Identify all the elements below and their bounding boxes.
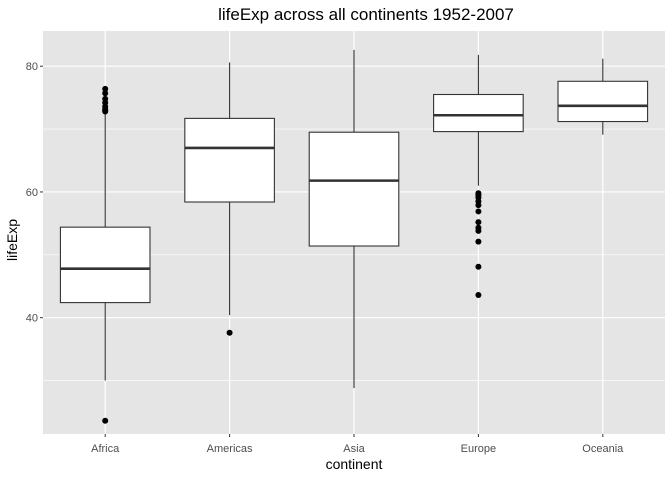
x-axis-ticks: Africa Americas Asia Europe Oceania: [91, 434, 624, 455]
y-tick-label: 60: [26, 187, 38, 199]
iqr-box: [433, 93, 524, 133]
outlier-point: [102, 95, 109, 102]
x-axis-title: continent: [326, 456, 383, 472]
y-tick-label: 40: [26, 313, 38, 325]
outlier-point: [102, 417, 109, 424]
iqr-box: [59, 226, 151, 304]
x-tick-label: Europe: [461, 443, 496, 455]
outlier-point: [102, 90, 109, 97]
outlier-point: [475, 292, 482, 299]
outlier-point: [475, 208, 482, 215]
box-series: [59, 49, 649, 424]
outlier-point: [226, 329, 233, 336]
box-europe: [433, 54, 524, 299]
outlier-point: [475, 190, 482, 197]
outlier-point: [102, 85, 109, 92]
x-tick-label: Oceania: [582, 443, 624, 455]
outlier-point: [475, 224, 482, 231]
box-oceania: [557, 58, 649, 135]
x-tick-label: Africa: [91, 443, 120, 455]
chart-title: lifeExp across all continents 1952-2007: [218, 5, 514, 24]
y-tick-label: 80: [26, 61, 38, 73]
x-tick-label: Americas: [207, 443, 253, 455]
outlier-point: [475, 263, 482, 270]
iqr-box: [557, 80, 649, 123]
outlier-point: [475, 219, 482, 226]
x-tick-label: Asia: [343, 443, 365, 455]
iqr-box: [184, 117, 275, 203]
y-axis-ticks: 40 60 80: [26, 61, 43, 325]
box-americas: [184, 62, 275, 336]
y-axis-title: lifeExp: [4, 219, 20, 261]
box-asia: [308, 49, 400, 389]
box-africa: [59, 85, 151, 424]
iqr-box: [308, 131, 400, 247]
outlier-point: [475, 238, 482, 245]
